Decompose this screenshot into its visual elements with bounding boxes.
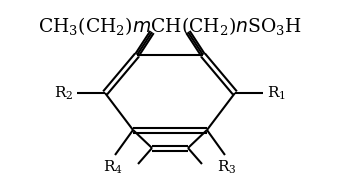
Text: $\mathregular{CH_3(CH_2)}$$\it{m}$$\mathregular{CH(CH_2)}$$\it{n}$$\mathregular{: $\mathregular{CH_3(CH_2)}$$\it{m}$$\math… xyxy=(38,15,302,37)
Text: $\mathregular{R_2}$: $\mathregular{R_2}$ xyxy=(54,84,73,102)
Text: $\mathregular{R_4}$: $\mathregular{R_4}$ xyxy=(103,159,123,176)
Text: $\mathregular{R_1}$: $\mathregular{R_1}$ xyxy=(267,84,286,102)
Text: $\mathregular{R_3}$: $\mathregular{R_3}$ xyxy=(217,159,237,176)
